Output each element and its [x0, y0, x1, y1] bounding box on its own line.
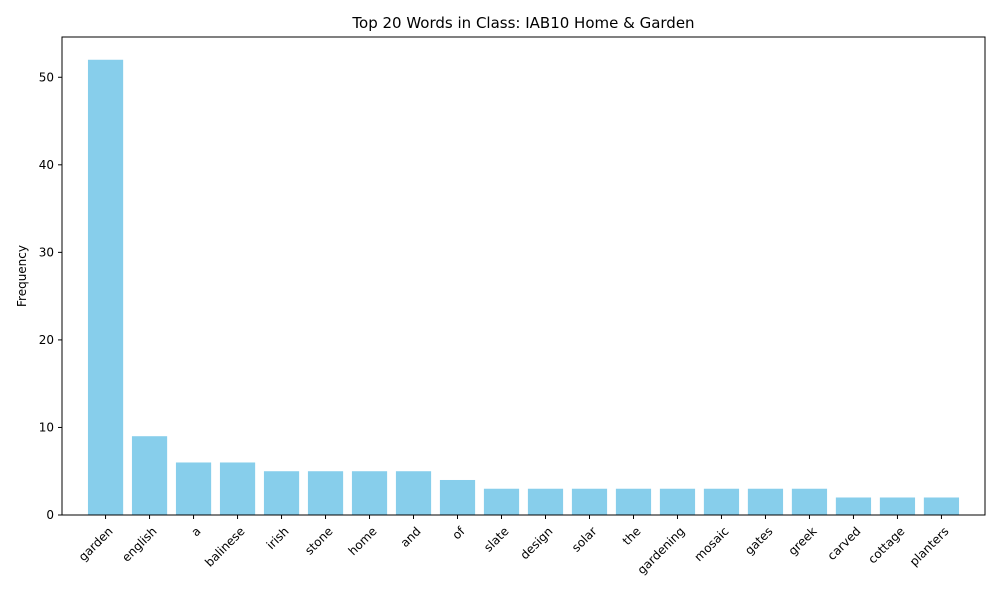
bar-home: [351, 471, 388, 515]
y-tick-label: 50: [39, 70, 54, 84]
x-tick-label: the: [620, 524, 644, 548]
y-axis-label: Frequency: [15, 245, 29, 307]
x-tick-label: home: [346, 524, 380, 558]
chart-title: Top 20 Words in Class: IAB10 Home & Gard…: [351, 14, 694, 32]
bar-the: [615, 488, 652, 515]
x-tick-label: garden: [76, 524, 116, 564]
bar-cottage: [879, 497, 916, 515]
x-tick-label: carved: [825, 524, 864, 563]
x-tick-label: design: [518, 524, 556, 562]
bar-solar: [571, 488, 608, 515]
bar-gates: [747, 488, 784, 515]
x-tick-label: mosaic: [692, 524, 732, 564]
x-tick-label: cottage: [865, 524, 907, 566]
y-tick-label: 40: [39, 158, 54, 172]
bar-mosaic: [703, 488, 740, 515]
bar-stone: [307, 471, 344, 515]
bar-slate: [483, 488, 520, 515]
x-tick-label: solar: [569, 524, 600, 555]
bars-group: [87, 59, 960, 516]
x-tick-label: and: [398, 524, 424, 550]
x-tick-label: irish: [264, 524, 292, 552]
y-tick-label: 30: [39, 245, 54, 259]
bar-greek: [791, 488, 828, 515]
bar-balinese: [219, 462, 256, 515]
bar-and: [395, 471, 432, 515]
x-tick-label: a: [189, 524, 204, 539]
y-tick-label: 20: [39, 333, 54, 347]
x-tick-label: planters: [907, 524, 952, 569]
bar-garden: [87, 59, 124, 516]
x-tick-label: greek: [786, 524, 820, 558]
x-tick-label: english: [119, 524, 159, 564]
x-tick-label: stone: [302, 524, 335, 557]
bar-a: [175, 462, 212, 515]
x-tick-label: gardening: [635, 524, 688, 577]
x-tick-label: balinese: [202, 524, 247, 569]
bar-of: [439, 479, 476, 515]
x-tick-label: slate: [481, 524, 511, 554]
bar-design: [527, 488, 564, 515]
bar-english: [131, 436, 168, 515]
bar-planters: [923, 497, 960, 515]
y-tick-label: 10: [39, 420, 54, 434]
bar-irish: [263, 471, 300, 515]
x-tick-label: gates: [742, 524, 775, 557]
y-tick-label: 0: [46, 508, 54, 522]
x-tick-label: of: [449, 524, 468, 543]
y-ticks-group: 0 10 20 30 40 50: [39, 70, 62, 522]
bar-gardening: [659, 488, 696, 515]
plot-frame: [61, 36, 986, 516]
bar-carved: [835, 497, 872, 515]
